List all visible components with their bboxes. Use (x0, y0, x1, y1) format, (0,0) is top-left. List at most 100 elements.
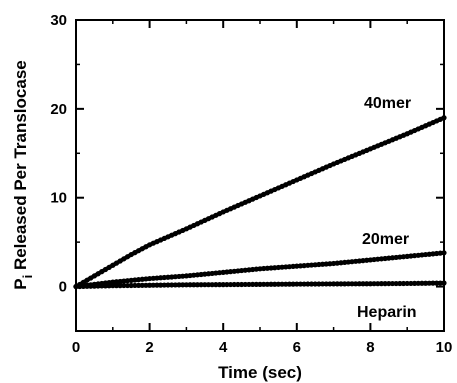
data-point (323, 281, 329, 287)
axis-ticks: 0 2 4 6 8 10 0 10 20 30 (50, 12, 452, 356)
data-point (367, 281, 373, 287)
data-point (231, 281, 237, 288)
data-point (371, 281, 377, 287)
data-point (393, 280, 399, 287)
data-point (275, 281, 281, 287)
data-point (191, 282, 197, 288)
y-tick-label: 10 (50, 190, 67, 207)
data-point (434, 280, 440, 286)
data-point (187, 282, 193, 288)
data-point (441, 250, 447, 256)
y-axis-title-main: P (11, 278, 30, 289)
data-point (426, 280, 432, 286)
data-point (268, 281, 274, 287)
data-point (345, 281, 351, 287)
data-point (257, 281, 263, 287)
x-tick-label: 10 (436, 339, 453, 356)
series-group (73, 115, 447, 290)
data-point (139, 282, 145, 288)
y-tick-label: 0 (59, 279, 67, 296)
data-point (198, 282, 204, 288)
y-axis-title-rest: Released Per Translocase (11, 60, 30, 275)
data-point (227, 281, 234, 288)
y-axis-title: Pi Released Per Translocase (11, 60, 35, 290)
data-point (80, 283, 86, 289)
series-label-heparin: Heparin (357, 304, 417, 321)
data-point (408, 280, 414, 287)
data-point (213, 282, 219, 288)
data-point (220, 282, 226, 288)
series-label-20mer: 20mer (362, 231, 409, 248)
data-point (246, 281, 252, 288)
data-point (242, 281, 248, 288)
data-point (441, 115, 447, 121)
data-point (180, 282, 186, 288)
data-point (88, 283, 94, 289)
series-label-40mer: 40mer (364, 95, 411, 112)
data-point (319, 281, 326, 287)
data-point (165, 282, 171, 288)
data-point (124, 282, 131, 289)
data-point (404, 280, 410, 287)
series-40mer (73, 115, 447, 290)
data-point (110, 283, 116, 289)
data-point (378, 281, 385, 287)
data-point (132, 282, 138, 289)
data-point (91, 283, 97, 289)
data-point (419, 280, 425, 286)
data-point (305, 281, 311, 287)
data-point (360, 281, 366, 287)
data-point (411, 280, 418, 286)
data-point (356, 281, 362, 287)
data-point (400, 280, 407, 287)
data-point (84, 283, 90, 289)
data-point (194, 282, 201, 288)
data-point (312, 281, 318, 287)
x-tick-label: 8 (366, 339, 374, 356)
data-point (279, 281, 285, 287)
y-axis-title-sub: i (20, 275, 35, 279)
data-point (382, 281, 388, 287)
data-point (250, 281, 256, 288)
data-point (158, 282, 164, 288)
data-point (353, 281, 359, 287)
data-point (342, 281, 348, 287)
x-axis-title: Time (sec) (218, 363, 302, 382)
data-point (297, 281, 304, 287)
data-point (286, 281, 293, 287)
data-point (169, 282, 175, 288)
data-point (150, 282, 156, 288)
data-point (290, 281, 296, 287)
data-point (430, 280, 436, 286)
data-point (375, 281, 381, 287)
data-point (331, 281, 337, 287)
data-point (235, 281, 241, 288)
data-point (106, 283, 112, 289)
data-point (441, 280, 447, 286)
data-point (423, 280, 429, 286)
data-point (349, 281, 355, 287)
data-point (386, 280, 392, 287)
x-tick-label: 6 (293, 339, 301, 356)
data-point (216, 282, 223, 288)
data-point (205, 282, 212, 288)
data-point (95, 283, 101, 289)
data-point (117, 283, 123, 289)
data-point (209, 282, 215, 288)
data-point (261, 281, 267, 287)
data-point (161, 282, 167, 288)
data-point (102, 283, 109, 289)
data-point (308, 281, 315, 287)
y-tick-label: 20 (50, 101, 67, 118)
x-tick-label: 4 (219, 339, 228, 356)
data-point (172, 282, 178, 288)
data-point (176, 282, 182, 288)
series-heparin (73, 280, 447, 290)
x-tick-label: 0 (72, 339, 80, 356)
data-point (294, 281, 300, 287)
data-point (264, 281, 270, 287)
data-point (272, 281, 278, 287)
data-point (73, 283, 79, 290)
data-point (135, 282, 142, 288)
